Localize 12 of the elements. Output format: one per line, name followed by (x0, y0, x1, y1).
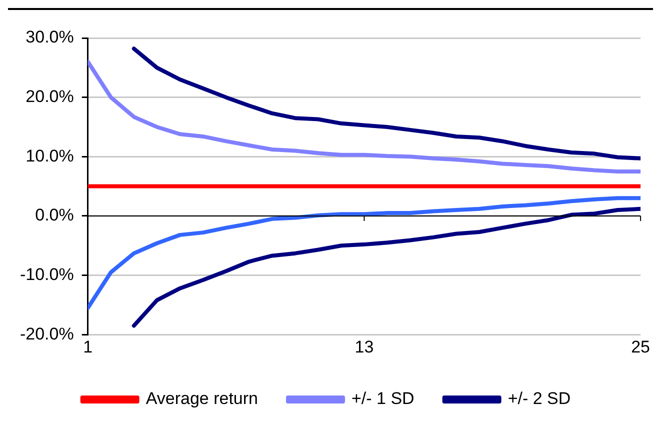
x-tick-label: 25 (631, 337, 650, 356)
legend-label: +/- 1 SD (351, 389, 414, 408)
y-tick-label: 30.0% (26, 28, 74, 47)
y-tick-label: -10.0% (20, 264, 74, 284)
legend-label: +/- 2 SD (508, 389, 571, 408)
legend-label: Average return (146, 389, 258, 408)
x-tick-label: 13 (354, 337, 374, 356)
y-tick-label: 20.0% (26, 87, 74, 106)
y-tick-label: 10.0% (26, 146, 74, 166)
y-tick-label: -20.0% (20, 324, 74, 344)
y-tick-label: 0.0% (35, 206, 74, 225)
x-tick-label: 1 (83, 337, 93, 356)
